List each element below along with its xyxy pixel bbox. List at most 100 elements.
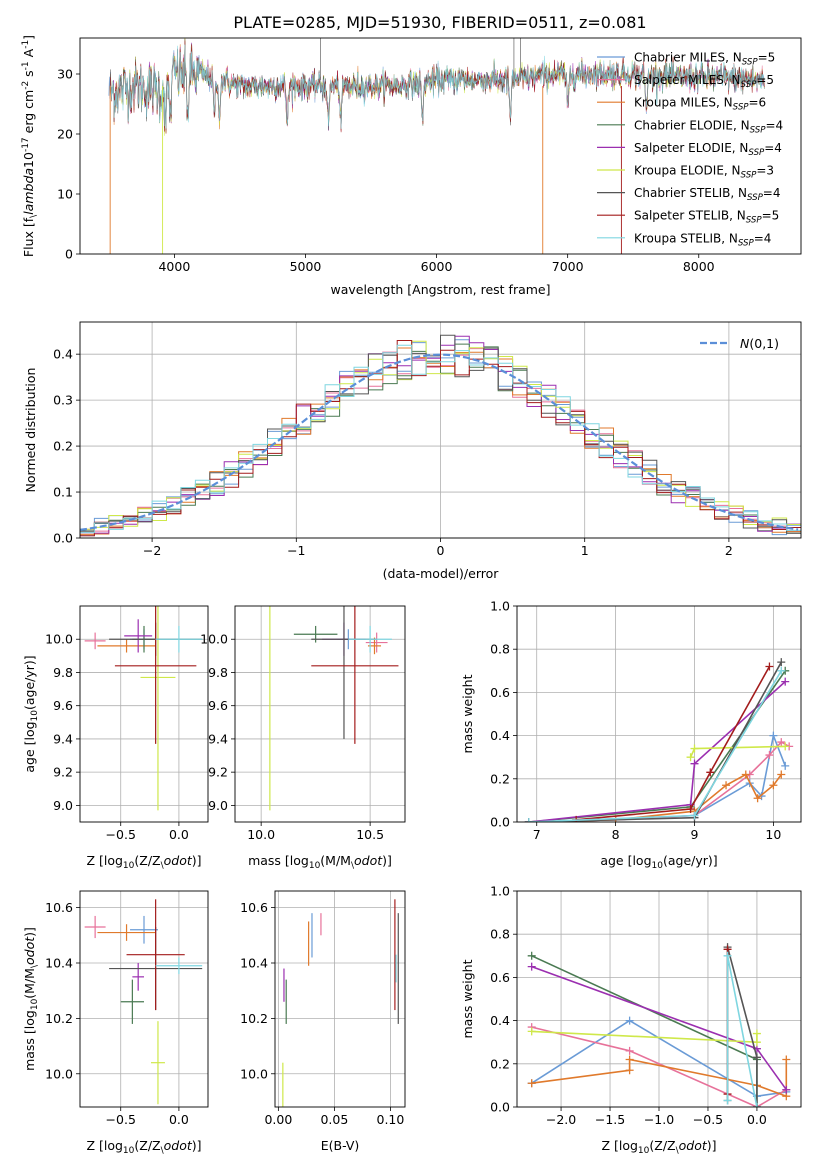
x-tick-label: 0.05 xyxy=(320,1112,348,1127)
weight-marker xyxy=(753,794,762,803)
y-tick-label: 9.2 xyxy=(53,765,73,780)
x-tick-label: 0 xyxy=(437,543,445,558)
axes-frame xyxy=(274,890,406,1108)
legend: N(0,1) xyxy=(700,336,779,351)
weight-line xyxy=(528,681,786,822)
y-tick-label: 9.8 xyxy=(53,665,73,680)
errorbar-kroupa-elodie xyxy=(140,606,176,811)
y-axis-label: age [log10(age/yr)] xyxy=(22,655,40,772)
weight-marker xyxy=(625,1046,634,1055)
chart-spectrum: 4000 5000 6000 7000 8000 0 10 20 30 wavelength [A… xyxy=(21,35,802,297)
errorbar-salpeter-stelib xyxy=(126,899,185,1011)
weight-marker xyxy=(781,677,790,686)
y-tick-label: 0.6 xyxy=(490,685,510,700)
x-tick-label: 10.5 xyxy=(356,827,384,842)
plot-area xyxy=(84,606,203,811)
plot-area xyxy=(80,334,801,537)
plot-area xyxy=(282,899,399,1107)
y-tick-label: 1.0 xyxy=(490,884,510,899)
weight-marker xyxy=(527,951,536,960)
x-tick-label: 8000 xyxy=(683,259,715,274)
weight-marker xyxy=(752,1029,761,1038)
legend: Chabrier MILES, NSSP=5 Salpeter MILES, NS… xyxy=(597,51,783,248)
y-tick-label: 10.0 xyxy=(200,632,228,647)
weight-line xyxy=(576,666,771,821)
x-tick-label: 0.0 xyxy=(747,1112,767,1127)
x-tick-label: −1.5 xyxy=(595,1112,625,1127)
histogram-salpeter-stelib xyxy=(80,340,801,537)
plot-area xyxy=(269,606,399,811)
errorbar-kroupa-miles xyxy=(97,639,156,653)
x-tick-label: 0.10 xyxy=(377,1112,405,1127)
histogram-chabrier-stelib xyxy=(80,334,801,534)
axes-frame xyxy=(79,890,209,1108)
plot-area xyxy=(527,943,791,1107)
y-tick-label: 10.0 xyxy=(240,1066,268,1081)
legend-label-salpeter-miles: Salpeter MILES, NSSP=5 xyxy=(634,73,774,90)
x-axis-label: Z [log10(Z/Z\odot)] xyxy=(601,1138,716,1156)
weight-marker xyxy=(781,761,790,770)
plot-area xyxy=(108,38,765,254)
weight-marker xyxy=(686,805,695,814)
x-tick-label: −1 xyxy=(287,543,305,558)
y-tick-label: 9.4 xyxy=(53,731,73,746)
y-tick-label: 9.6 xyxy=(53,698,73,713)
axes-frame xyxy=(79,605,209,823)
histogram-kroupa-stelib xyxy=(80,344,801,534)
y-tick-label: 0.2 xyxy=(490,771,510,786)
grid-lines xyxy=(275,891,405,1107)
y-tick-label: 10.6 xyxy=(45,900,73,915)
weight-marker xyxy=(777,738,786,747)
x-tick-label: 0.0 xyxy=(169,827,189,842)
legend-label-salpeter-elodie: Salpeter ELODIE, NSSP=4 xyxy=(634,141,782,158)
y-tick-label: 0.2 xyxy=(53,439,73,454)
weight-series-kroupa-elodie xyxy=(686,742,790,762)
weight-marker xyxy=(625,1055,634,1064)
y-tick-label: 10.2 xyxy=(45,1011,73,1026)
chart-mass_vs_ebv: 0.00 0.05 0.10 10.0 10.2 10.4 10.6 E(B-V) xyxy=(240,890,406,1153)
weight-marker xyxy=(527,1079,536,1088)
plot-area xyxy=(524,658,794,822)
y-axis-label: mass weight xyxy=(460,959,475,1038)
legend-label-kroupa-stelib: Kroupa STELIB, NSSP=4 xyxy=(634,231,771,248)
weight-marker xyxy=(752,1053,761,1062)
chart-mass_vs_Z: −0.5 0.0 10.0 10.2 10.4 10.6 Z [log10(Z/Z\odot… xyxy=(22,890,209,1156)
errorbar-salpeter-miles xyxy=(84,632,106,650)
errorbar-salpeter-elodie xyxy=(132,963,144,991)
weight-marker xyxy=(524,818,533,822)
legend-label-chabrier-miles: Chabrier MILES, NSSP=5 xyxy=(634,51,775,68)
x-axis-label: E(B-V) xyxy=(321,1138,360,1153)
spectrum-series-kroupa-stelib xyxy=(110,44,765,129)
axes-frame xyxy=(516,605,802,823)
x-axis-label: (data-model)/error xyxy=(383,566,500,581)
weight-marker xyxy=(777,666,786,675)
y-tick-label: 20 xyxy=(57,127,73,142)
chart-age_vs_Z: −0.5 0.0 9.0 9.2 9.4 9.6 9.8 10.0 Z [log10(Z/Z\o… xyxy=(22,605,209,871)
axes-frame xyxy=(79,321,802,539)
y-axis-label: mass [log10(M/M\odot)] xyxy=(22,927,40,1071)
y-tick-label: 0.0 xyxy=(53,531,73,546)
errorbar-kroupa-miles xyxy=(97,924,156,941)
y-tick-label: 0.6 xyxy=(490,970,510,985)
y-tick-label: 10.0 xyxy=(45,632,73,647)
weight-marker xyxy=(741,770,750,779)
x-tick-label: 0.0 xyxy=(169,1112,189,1127)
y-tick-label: 10.2 xyxy=(240,1011,268,1026)
chart-residuals: −2 −1 0 1 2 0.0 0.1 0.2 0.3 0.4 (data-model)/error… xyxy=(23,321,802,581)
y-tick-label: 9.0 xyxy=(53,798,73,813)
y-tick-label: 9.6 xyxy=(208,698,228,713)
weight-marker xyxy=(690,744,699,753)
weight-marker xyxy=(527,1027,536,1036)
x-tick-label: 5000 xyxy=(290,259,322,274)
x-axis-label: age [log10(age/yr)] xyxy=(600,853,717,871)
weight-marker xyxy=(625,1066,634,1075)
y-tick-label: 0.2 xyxy=(490,1056,510,1071)
legend-label-kroupa-elodie: Kroupa ELODIE, NSSP=3 xyxy=(634,164,774,181)
y-axis-label: mass weight xyxy=(460,674,475,753)
x-axis-label: wavelength [Angstrom, rest frame] xyxy=(330,282,550,297)
chart-mass_weight_vs_age: 7 8 9 10 0.0 0.2 0.4 0.6 0.8 1.0 age [log10(age/yr… xyxy=(460,599,802,871)
histogram-kroupa-elodie xyxy=(80,340,801,530)
axes-frame xyxy=(516,890,802,1108)
errorbar-kroupa-stelib xyxy=(348,625,392,653)
x-tick-label: 9 xyxy=(691,827,699,842)
